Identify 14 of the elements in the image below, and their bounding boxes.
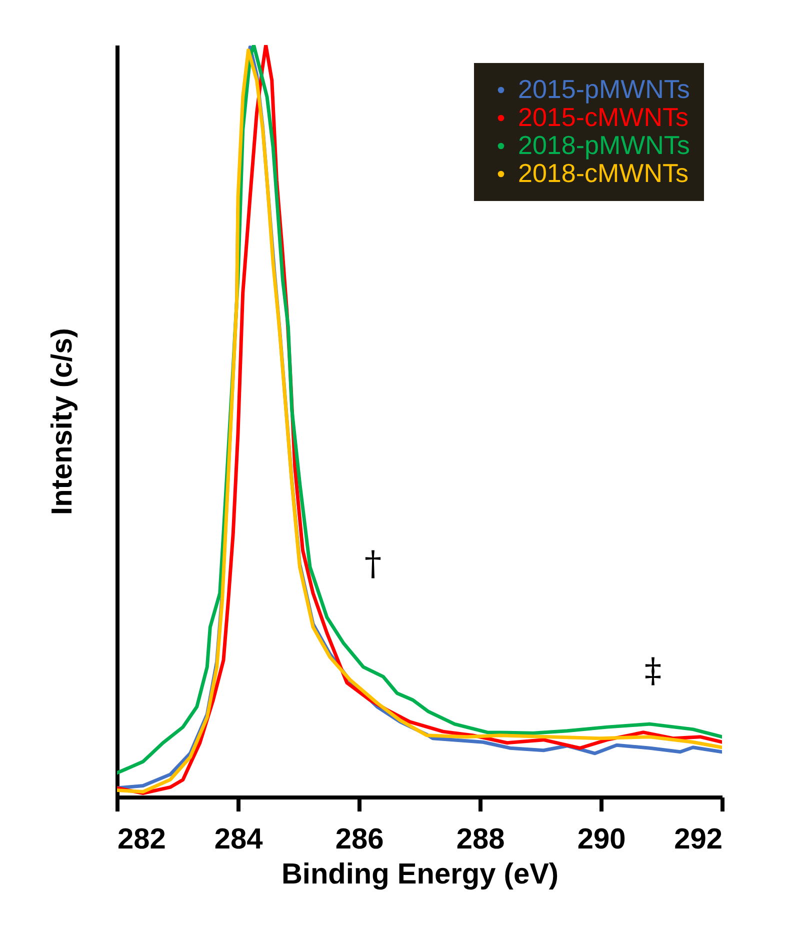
x-tick-label: 284	[214, 824, 263, 856]
legend-label: 2015-pMWNTs	[518, 74, 690, 104]
x-tick-label: 290	[577, 824, 626, 856]
x-tick-label: 292	[674, 824, 722, 856]
x-tick-label: 282	[118, 824, 166, 856]
x-tick-label: 286	[335, 824, 384, 856]
annotation: †	[364, 544, 382, 584]
x-axis-title: Binding Energy (eV)	[281, 858, 559, 890]
legend-label: 2018-cMWNTs	[518, 158, 688, 188]
annotation: ‡	[644, 651, 662, 691]
x-tick-label: 288	[456, 824, 505, 856]
legend-label: 2015-cMWNTs	[518, 102, 688, 132]
legend-label: 2018-pMWNTs	[518, 130, 690, 160]
y-axis-title: Intensity (c/s)	[46, 328, 78, 515]
